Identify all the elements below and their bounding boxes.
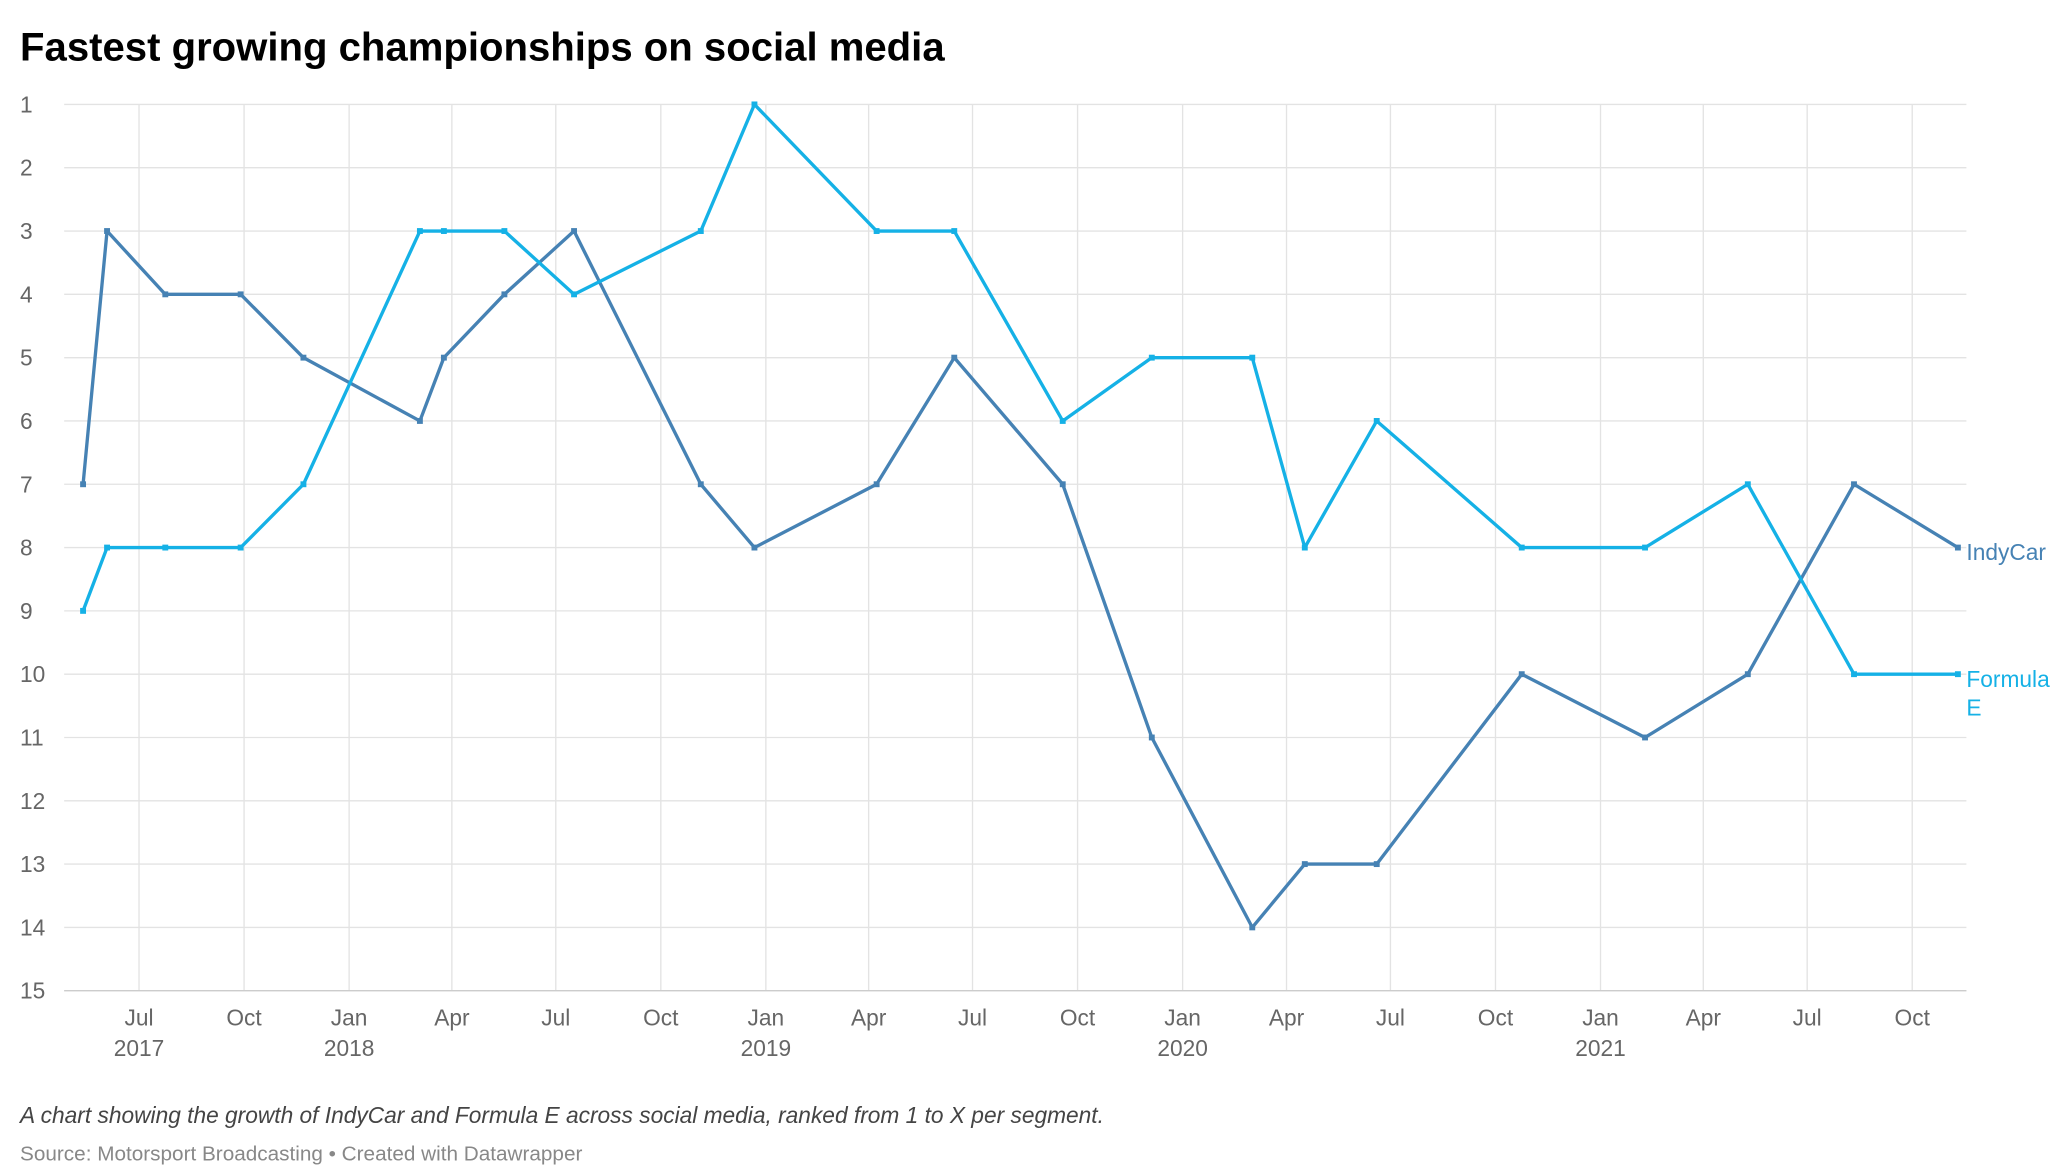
gridlines bbox=[64, 103, 1967, 992]
y-tick-label: 8 bbox=[20, 535, 33, 561]
point-formula-e bbox=[1518, 544, 1525, 551]
x-tick-label: Jan bbox=[331, 1004, 368, 1030]
x-tick-label: Apr bbox=[1269, 1004, 1305, 1030]
point-formula-e bbox=[1148, 354, 1155, 361]
y-tick-label: 5 bbox=[20, 345, 33, 371]
point-formula-e bbox=[1059, 418, 1066, 424]
point-formula-e bbox=[873, 228, 880, 234]
y-tick-label: 3 bbox=[20, 218, 33, 244]
x-tick-label: Oct bbox=[1060, 1004, 1096, 1030]
point-formula-e bbox=[571, 291, 577, 298]
point-formula-e bbox=[1642, 544, 1648, 551]
point-formula-e bbox=[80, 607, 87, 614]
y-tick-label: 14 bbox=[20, 914, 45, 940]
x-tick-label: Jul bbox=[958, 1004, 987, 1030]
x-tick-label: Apr bbox=[434, 1004, 470, 1030]
x-tick-year: 2021 bbox=[1575, 1035, 1626, 1061]
point-indycar bbox=[1642, 734, 1648, 741]
point-formula-e bbox=[300, 481, 307, 488]
x-tick-label: Oct bbox=[1895, 1004, 1931, 1030]
point-indycar bbox=[1851, 481, 1857, 488]
x-tick-label: Jan bbox=[748, 1004, 785, 1030]
x-tick-label: Jan bbox=[1164, 1004, 1201, 1030]
x-tick-label: Apr bbox=[851, 1004, 887, 1030]
point-indycar bbox=[1301, 861, 1308, 868]
point-formula-e bbox=[237, 544, 244, 551]
x-tick-label: Jul bbox=[1376, 1004, 1405, 1030]
x-tick-year: 2017 bbox=[114, 1035, 165, 1061]
point-indycar bbox=[162, 291, 169, 298]
point-indycar bbox=[697, 481, 704, 488]
y-tick-label: 11 bbox=[20, 725, 44, 751]
y-tick-label: 12 bbox=[20, 788, 45, 814]
x-tick-label: Oct bbox=[1478, 1004, 1514, 1030]
x-tick-year: 2019 bbox=[741, 1035, 792, 1061]
series-lines bbox=[80, 101, 1961, 931]
point-formula-e bbox=[951, 228, 958, 234]
point-formula-e bbox=[1954, 671, 1961, 678]
x-tick-label: Jul bbox=[1793, 1004, 1822, 1030]
point-formula-e bbox=[1249, 354, 1256, 361]
chart-description: A chart showing the growth of IndyCar an… bbox=[18, 1102, 1104, 1128]
point-indycar bbox=[104, 228, 110, 234]
point-formula-e bbox=[697, 228, 704, 234]
point-indycar bbox=[1059, 481, 1066, 488]
point-indycar bbox=[501, 291, 508, 298]
point-indycar bbox=[1744, 671, 1751, 678]
y-tick-label: 13 bbox=[20, 851, 45, 877]
x-tick-label: Oct bbox=[226, 1004, 262, 1030]
x-tick-year: 2020 bbox=[1157, 1035, 1208, 1061]
x-tick-label: Oct bbox=[643, 1004, 679, 1030]
y-tick-label: 9 bbox=[20, 598, 33, 624]
label-formula-e-line2: E bbox=[1966, 694, 1981, 720]
y-tick-label: 15 bbox=[20, 978, 45, 1004]
point-formula-e bbox=[104, 544, 110, 551]
y-tick-label: 6 bbox=[20, 408, 33, 434]
chart-source: Source: Motorsport Broadcasting • Create… bbox=[20, 1142, 582, 1165]
point-formula-e bbox=[1301, 544, 1308, 551]
point-indycar bbox=[873, 481, 880, 488]
point-indycar bbox=[1148, 734, 1155, 741]
point-indycar bbox=[1249, 924, 1256, 931]
point-indycar bbox=[440, 354, 447, 361]
chart-title: Fastest growing championships on social … bbox=[20, 25, 945, 69]
y-tick-label: 10 bbox=[20, 661, 45, 687]
point-indycar bbox=[237, 291, 244, 298]
point-indycar bbox=[951, 354, 958, 361]
point-indycar bbox=[571, 228, 577, 234]
point-formula-e bbox=[1744, 481, 1751, 488]
y-tick-label: 7 bbox=[20, 471, 33, 497]
y-tick-label: 2 bbox=[20, 155, 33, 181]
point-formula-e bbox=[1373, 418, 1380, 424]
point-formula-e bbox=[501, 228, 508, 234]
x-axis: Jul 2017 Oct Jan 2018 Apr Jul Oct Jan 2019 Apr Jul O… bbox=[114, 1004, 1931, 1061]
label-formula-e: Formula E bbox=[1966, 666, 2050, 720]
point-indycar bbox=[751, 544, 758, 551]
y-tick-label: 4 bbox=[20, 281, 33, 307]
point-formula-e bbox=[440, 228, 447, 234]
point-formula-e bbox=[1851, 671, 1857, 678]
label-indycar: IndyCar bbox=[1966, 539, 2046, 565]
x-tick-label: Jul bbox=[541, 1004, 570, 1030]
point-indycar bbox=[80, 481, 87, 488]
point-formula-e bbox=[751, 101, 758, 108]
x-tick-label: Jul bbox=[125, 1004, 154, 1030]
point-indycar bbox=[1518, 671, 1525, 678]
point-formula-e bbox=[162, 544, 169, 551]
x-tick-label: Apr bbox=[1686, 1004, 1722, 1030]
line-indycar bbox=[81, 229, 1959, 930]
point-indycar bbox=[416, 418, 423, 424]
point-indycar bbox=[1373, 861, 1380, 868]
y-tick-label: 1 bbox=[20, 91, 33, 117]
point-indycar bbox=[1954, 544, 1961, 551]
point-formula-e bbox=[416, 228, 423, 234]
label-formula-e-line1: Formula bbox=[1966, 666, 2050, 692]
x-tick-label: Jan bbox=[1582, 1004, 1619, 1030]
x-tick-year: 2018 bbox=[324, 1035, 375, 1061]
point-indycar bbox=[300, 354, 307, 361]
